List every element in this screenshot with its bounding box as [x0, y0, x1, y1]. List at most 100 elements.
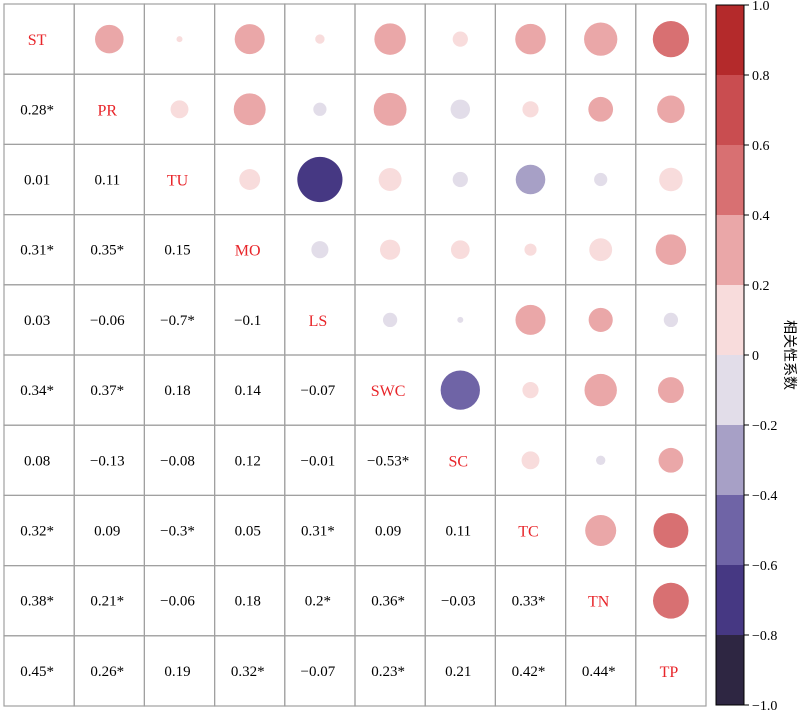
- diagonal-label-tn: TN: [588, 594, 610, 611]
- colorbar: 1.0 0.8 0.6 0.4 0.2 0 −0.2 −0.4 −0.6 −0.8 −1.0 相关性…: [715, 0, 797, 710]
- correlation-value-label: −0.3*: [160, 524, 195, 540]
- correlation-value-label: −0.03: [441, 594, 476, 610]
- correlation-value-label: 0.08: [24, 453, 50, 469]
- correlation-circle-tu-sc: [452, 171, 468, 188]
- correlation-value-label: −0.13: [90, 453, 125, 469]
- correlation-value-label: 0.18: [164, 383, 190, 399]
- correlation-value-label: 0.19: [164, 664, 190, 680]
- correlation-circle-sc-tn: [596, 455, 606, 465]
- correlation-circle-swc-tc: [522, 382, 539, 399]
- correlation-circle-sc-tc: [521, 451, 540, 470]
- colorbar-tick-label: −0.6: [752, 559, 777, 574]
- correlation-circle-st-tc: [515, 23, 546, 55]
- colorbar-bin: [716, 75, 744, 145]
- correlation-circle-mo-tp: [655, 234, 687, 265]
- correlation-value-label: −0.08: [160, 453, 195, 469]
- correlation-value-label: 0.34*: [20, 383, 54, 399]
- diagonal-label-tp: TP: [660, 664, 679, 681]
- label-layer: ST 0.28* PR 0.01 0.11 TU 0.31* 0.35* 0.15 MO 0.03 −…: [20, 32, 678, 681]
- colorbar-bin: [716, 285, 744, 355]
- correlation-value-label: 0.42*: [512, 664, 546, 680]
- correlation-value-label: 0.14: [235, 383, 262, 399]
- correlation-circle-mo-ls: [311, 241, 329, 259]
- correlation-circle-mo-swc: [379, 239, 401, 260]
- correlation-value-label: 0.11: [445, 524, 471, 540]
- correlation-circle-swc-tp: [657, 377, 684, 404]
- diagonal-label-pr: PR: [98, 102, 118, 119]
- correlation-value-label: −0.06: [90, 313, 125, 329]
- correlation-circle-ls-tp: [663, 312, 679, 328]
- correlation-circle-tu-mo: [239, 169, 261, 190]
- colorbar-tick-label: 0.8: [752, 69, 770, 84]
- correlation-value-label: −0.53*: [367, 453, 409, 469]
- correlation-circle-st-swc: [374, 23, 406, 55]
- correlation-value-label: −0.7*: [160, 313, 195, 329]
- correlation-circle-ls-sc: [457, 316, 464, 323]
- correlation-circle-st-pr: [95, 24, 124, 54]
- correlation-circle-pr-tc: [522, 101, 539, 118]
- correlation-circle-tc-tn: [585, 514, 617, 547]
- correlation-circle-ls-tc: [515, 304, 546, 335]
- correlation-value-label: 0.33*: [512, 594, 546, 610]
- correlation-value-label: 0.28*: [20, 102, 54, 118]
- correlation-value-label: 0.12: [235, 453, 261, 469]
- correlation-circle-sc-tp: [658, 447, 684, 473]
- colorbar-bin: [716, 215, 744, 285]
- colorbar-tick-label: −1.0: [752, 699, 777, 710]
- correlation-value-label: 0.01: [24, 173, 50, 189]
- colorbar-bin: [716, 145, 744, 215]
- correlation-circle-st-ls: [315, 34, 325, 44]
- correlation-circle-pr-mo: [233, 93, 266, 126]
- correlation-circle-st-sc: [452, 31, 468, 47]
- correlation-value-label: 0.09: [375, 524, 401, 540]
- correlation-circle-tu-tp: [659, 167, 683, 192]
- correlation-value-label: −0.1: [234, 313, 261, 329]
- correlation-circle-ls-swc: [382, 312, 398, 328]
- colorbar-tick-label: −0.8: [752, 629, 777, 644]
- correlation-circle-tu-ls: [297, 156, 343, 203]
- correlation-value-label: 0.31*: [20, 243, 54, 259]
- colorbar-ticks: 1.0 0.8 0.6 0.4 0.2 0 −0.2 −0.4 −0.6 −0.8 −1.0: [744, 0, 777, 710]
- correlation-value-label: 0.21: [445, 664, 471, 680]
- colorbar-bin: [716, 5, 744, 75]
- diagonal-label-mo: MO: [235, 243, 261, 260]
- correlation-value-label: 0.44*: [582, 664, 616, 680]
- colorbar-bins: [715, 4, 745, 706]
- grid-cell: [635, 635, 707, 707]
- correlation-circle-tu-tc: [515, 164, 546, 195]
- circle-layer: [95, 20, 690, 619]
- diagonal-label-tu: TU: [167, 173, 189, 190]
- correlation-circle-st-mo: [234, 24, 265, 55]
- colorbar-tick-label: −0.4: [752, 489, 777, 504]
- correlation-value-label: 0.32*: [20, 524, 54, 540]
- diagonal-label-tc: TC: [518, 524, 538, 541]
- correlation-circle-mo-sc: [450, 240, 470, 260]
- correlation-value-label: 0.2*: [305, 594, 331, 610]
- colorbar-bin: [716, 565, 744, 635]
- correlation-value-label: 0.03: [24, 313, 50, 329]
- correlation-circle-mo-tc: [524, 243, 537, 256]
- colorbar-bin: [716, 495, 744, 565]
- correlation-value-label: 0.23*: [371, 664, 405, 680]
- correlation-circle-pr-tu: [170, 100, 189, 119]
- correlation-value-label: −0.07: [301, 664, 336, 680]
- correlation-value-label: 0.38*: [20, 594, 54, 610]
- correlation-circle-ls-tn: [588, 307, 613, 332]
- correlation-value-label: 0.11: [94, 173, 120, 189]
- colorbar-tick-label: 0.6: [752, 139, 770, 154]
- correlation-value-label: 0.35*: [90, 243, 124, 259]
- correlation-circle-st-tn: [584, 22, 618, 56]
- correlation-circle-tu-swc: [378, 168, 402, 191]
- colorbar-tick-label: 0: [752, 349, 759, 364]
- correlation-value-label: 0.09: [94, 524, 120, 540]
- colorbar-title: 相关性系数: [781, 320, 797, 390]
- correlation-value-label: −0.01: [301, 453, 336, 469]
- correlation-circle-pr-swc: [373, 92, 407, 126]
- correlation-circle-pr-tn: [588, 96, 614, 122]
- correlation-circle-st-tu: [176, 36, 183, 43]
- correlation-circle-mo-tn: [589, 238, 613, 262]
- colorbar-tick-label: 1.0: [752, 0, 770, 14]
- diagonal-label-ls: LS: [309, 313, 328, 330]
- colorbar-bin: [716, 355, 744, 425]
